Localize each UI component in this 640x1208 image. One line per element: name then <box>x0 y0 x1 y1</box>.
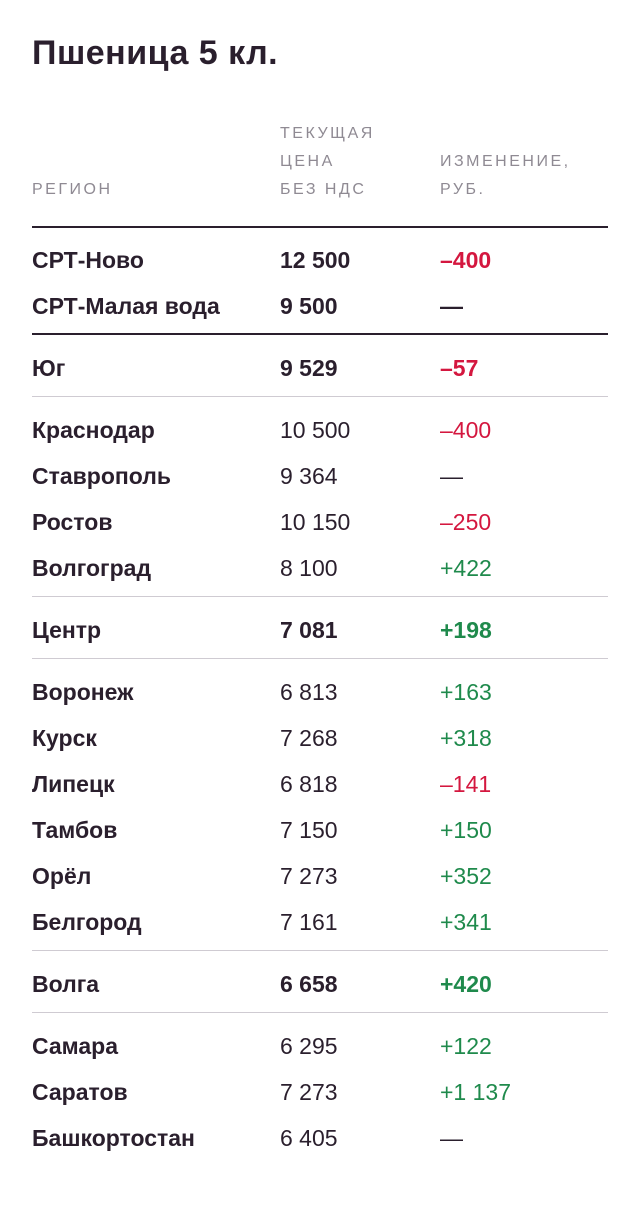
table-row: Волгоград 8 100 +422 <box>32 551 608 585</box>
table-row: Курск 7 268 +318 <box>32 721 608 755</box>
table-row: Волга 6 658 +420 <box>32 967 608 1001</box>
region-name: Юг <box>32 355 66 381</box>
table-row: Белгород 7 161 +341 <box>32 905 608 939</box>
change-value: +198 <box>440 617 492 643</box>
table-row: Самара 6 295 +122 <box>32 1029 608 1063</box>
change-value: –400 <box>440 417 492 443</box>
page-title: Пшеница 5 кл. <box>32 34 279 72</box>
change-value: +150 <box>440 817 492 843</box>
column-header-change-line: ИЗМЕНЕНИЕ, <box>440 153 571 170</box>
price-value: 10 500 <box>280 417 351 443</box>
price-value: 7 081 <box>280 617 338 643</box>
price-value: 7 273 <box>280 1079 338 1105</box>
group-divider <box>32 333 608 335</box>
region-name: Тамбов <box>32 817 118 843</box>
region-name: Белгород <box>32 909 142 935</box>
table-row: Саратов 7 273 +1 137 <box>32 1075 608 1109</box>
table-row: Тамбов 7 150 +150 <box>32 813 608 847</box>
table-row: Ставрополь 9 364 — <box>32 459 608 493</box>
group-divider <box>32 396 608 397</box>
table-row: Липецк 6 818 –141 <box>32 767 608 801</box>
region-name: Ростов <box>32 509 113 535</box>
column-header-price-line: ТЕКУЩАЯ <box>280 125 375 142</box>
group-divider <box>32 658 608 659</box>
column-header-change: ИЗМЕНЕНИЕ, РУБ. <box>440 148 610 204</box>
price-value: 7 273 <box>280 863 338 889</box>
table-row: СРТ-Ново 12 500 –400 <box>32 243 608 277</box>
price-value: 6 813 <box>280 679 338 705</box>
region-name: Волгоград <box>32 555 152 581</box>
region-name: Волга <box>32 971 100 997</box>
column-header-price-line: БЕЗ НДС <box>280 181 367 198</box>
region-name: Центр <box>32 617 102 643</box>
change-value: –57 <box>440 355 479 381</box>
table-row: Башкортостан 6 405 — <box>32 1121 608 1155</box>
change-value: –250 <box>440 509 492 535</box>
region-name: СРТ-Малая вода <box>32 293 220 319</box>
table-row: Краснодар 10 500 –400 <box>32 413 608 447</box>
change-value: — <box>440 463 463 489</box>
column-header-region: РЕГИОН <box>32 181 113 198</box>
price-value: 8 100 <box>280 555 338 581</box>
group-divider <box>32 950 608 951</box>
price-value: 6 818 <box>280 771 338 797</box>
price-value: 9 529 <box>280 355 338 381</box>
column-header-price: ТЕКУЩАЯ ЦЕНА БЕЗ НДС <box>280 120 420 204</box>
region-name: Ставрополь <box>32 463 172 489</box>
price-value: 7 161 <box>280 909 338 935</box>
change-value: –141 <box>440 771 492 797</box>
price-value: 7 268 <box>280 725 338 751</box>
group-divider <box>32 1012 608 1013</box>
region-name: Липецк <box>32 771 115 797</box>
table-row: Ростов 10 150 –250 <box>32 505 608 539</box>
change-value: +163 <box>440 679 492 705</box>
price-value: 12 500 <box>280 247 351 273</box>
table-row: СРТ-Малая вода 9 500 — <box>32 289 608 323</box>
change-value: — <box>440 293 463 319</box>
price-value: 6 295 <box>280 1033 338 1059</box>
region-name: Краснодар <box>32 417 155 443</box>
price-value: 9 500 <box>280 293 338 319</box>
region-name: Курск <box>32 725 97 751</box>
table-row: Центр 7 081 +198 <box>32 613 608 647</box>
table-row: Орёл 7 273 +352 <box>32 859 608 893</box>
price-value: 6 405 <box>280 1125 338 1151</box>
region-name: Саратов <box>32 1079 128 1105</box>
change-value: +122 <box>440 1033 492 1059</box>
column-header-change-line: РУБ. <box>440 181 486 198</box>
change-value: — <box>440 1125 463 1151</box>
table-row: Воронеж 6 813 +163 <box>32 675 608 709</box>
change-value: +318 <box>440 725 492 751</box>
region-name: Самара <box>32 1033 119 1059</box>
price-value: 10 150 <box>280 509 351 535</box>
region-name: Воронеж <box>32 679 134 705</box>
price-value: 7 150 <box>280 817 338 843</box>
price-value: 6 658 <box>280 971 338 997</box>
group-divider <box>32 596 608 597</box>
column-header-price-line: ЦЕНА <box>280 153 335 170</box>
table-header: РЕГИОН ТЕКУЩАЯ ЦЕНА БЕЗ НДС ИЗМЕНЕНИЕ, Р… <box>32 120 608 228</box>
change-value: +422 <box>440 555 492 581</box>
change-value: –400 <box>440 247 492 273</box>
change-value: +420 <box>440 971 492 997</box>
change-value: +352 <box>440 863 492 889</box>
price-value: 9 364 <box>280 463 338 489</box>
region-name: СРТ-Ново <box>32 247 144 273</box>
region-name: Башкортостан <box>32 1125 195 1151</box>
change-value: +1 137 <box>440 1079 511 1105</box>
region-name: Орёл <box>32 863 92 889</box>
header-divider <box>32 226 608 228</box>
change-value: +341 <box>440 909 492 935</box>
table-row: Юг 9 529 –57 <box>32 351 608 385</box>
